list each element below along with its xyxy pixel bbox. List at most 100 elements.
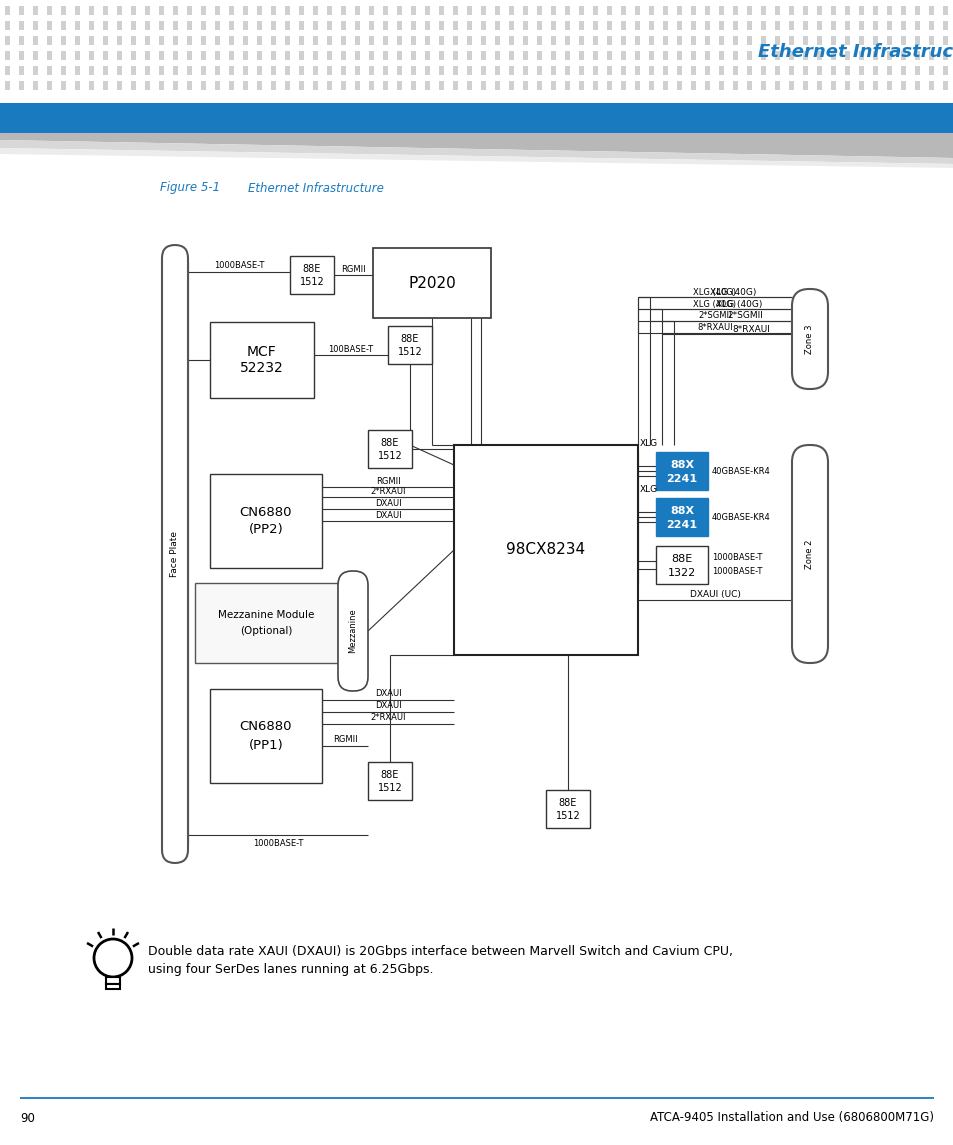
Bar bbox=[872, 66, 877, 76]
Bar bbox=[187, 6, 192, 15]
Bar bbox=[467, 81, 472, 90]
Bar bbox=[620, 21, 625, 30]
Bar bbox=[5, 52, 10, 60]
Bar bbox=[690, 35, 696, 45]
Bar bbox=[89, 81, 94, 90]
Bar bbox=[928, 35, 933, 45]
Bar bbox=[424, 6, 430, 15]
Bar bbox=[886, 81, 891, 90]
Text: 88E: 88E bbox=[671, 554, 692, 564]
Bar bbox=[844, 35, 849, 45]
Text: 88E: 88E bbox=[400, 334, 418, 344]
Bar bbox=[19, 21, 24, 30]
FancyBboxPatch shape bbox=[106, 977, 120, 984]
Bar bbox=[537, 52, 541, 60]
Bar bbox=[816, 66, 821, 76]
Bar bbox=[858, 6, 863, 15]
Bar bbox=[635, 35, 639, 45]
Bar bbox=[201, 81, 206, 90]
Bar bbox=[327, 81, 332, 90]
Bar bbox=[719, 35, 723, 45]
Bar bbox=[774, 66, 780, 76]
Text: XLG: XLG bbox=[639, 485, 658, 495]
Text: 88E: 88E bbox=[302, 264, 321, 274]
Bar bbox=[340, 6, 346, 15]
Bar bbox=[467, 52, 472, 60]
Bar bbox=[844, 66, 849, 76]
Bar bbox=[467, 35, 472, 45]
Text: (PP1): (PP1) bbox=[249, 739, 283, 751]
Bar bbox=[704, 52, 709, 60]
Bar bbox=[438, 66, 443, 76]
Bar bbox=[928, 52, 933, 60]
Bar bbox=[438, 52, 443, 60]
Bar bbox=[746, 35, 751, 45]
Bar bbox=[89, 66, 94, 76]
Bar bbox=[746, 66, 751, 76]
Bar bbox=[746, 6, 751, 15]
Bar bbox=[914, 35, 919, 45]
Bar bbox=[382, 21, 388, 30]
Bar bbox=[5, 66, 10, 76]
Bar bbox=[187, 35, 192, 45]
Bar bbox=[285, 81, 290, 90]
Bar bbox=[509, 21, 514, 30]
Bar bbox=[61, 66, 66, 76]
Text: 52232: 52232 bbox=[240, 361, 284, 376]
Bar bbox=[467, 6, 472, 15]
Text: Ethernet Infrastructure: Ethernet Infrastructure bbox=[248, 182, 383, 195]
Bar bbox=[271, 66, 275, 76]
Bar bbox=[662, 52, 667, 60]
Bar bbox=[340, 21, 346, 30]
Bar bbox=[159, 81, 164, 90]
Bar bbox=[844, 52, 849, 60]
Bar bbox=[172, 52, 178, 60]
Bar bbox=[606, 81, 612, 90]
Bar bbox=[47, 66, 52, 76]
FancyBboxPatch shape bbox=[656, 546, 707, 584]
FancyBboxPatch shape bbox=[454, 445, 638, 655]
Text: Mezzanine: Mezzanine bbox=[348, 609, 357, 654]
Bar bbox=[313, 52, 317, 60]
Text: 98CX8234: 98CX8234 bbox=[506, 543, 585, 558]
Bar bbox=[131, 35, 136, 45]
Bar bbox=[396, 66, 401, 76]
Bar bbox=[662, 35, 667, 45]
Text: CN6880: CN6880 bbox=[239, 720, 292, 734]
Bar bbox=[159, 21, 164, 30]
Bar bbox=[732, 66, 738, 76]
Bar bbox=[606, 21, 612, 30]
Bar bbox=[872, 81, 877, 90]
Bar bbox=[872, 52, 877, 60]
Bar bbox=[578, 81, 583, 90]
Bar bbox=[719, 52, 723, 60]
Bar bbox=[928, 6, 933, 15]
Bar bbox=[298, 81, 304, 90]
Bar bbox=[229, 35, 233, 45]
Bar bbox=[396, 52, 401, 60]
Bar bbox=[606, 6, 612, 15]
Bar bbox=[369, 6, 374, 15]
Bar bbox=[522, 52, 527, 60]
Bar bbox=[480, 52, 485, 60]
Bar bbox=[33, 52, 38, 60]
Bar bbox=[760, 35, 765, 45]
Bar bbox=[844, 21, 849, 30]
Bar bbox=[551, 21, 556, 30]
Bar bbox=[467, 66, 472, 76]
Bar bbox=[816, 52, 821, 60]
Text: XLG (40G): XLG (40G) bbox=[693, 287, 736, 297]
Bar bbox=[159, 6, 164, 15]
Bar bbox=[229, 52, 233, 60]
Bar bbox=[704, 81, 709, 90]
Bar bbox=[19, 81, 24, 90]
Bar bbox=[117, 6, 122, 15]
Bar bbox=[117, 81, 122, 90]
Bar bbox=[620, 81, 625, 90]
Bar bbox=[802, 52, 807, 60]
Bar bbox=[298, 66, 304, 76]
Bar bbox=[243, 81, 248, 90]
Bar bbox=[396, 21, 401, 30]
Bar bbox=[75, 66, 80, 76]
Bar bbox=[271, 81, 275, 90]
